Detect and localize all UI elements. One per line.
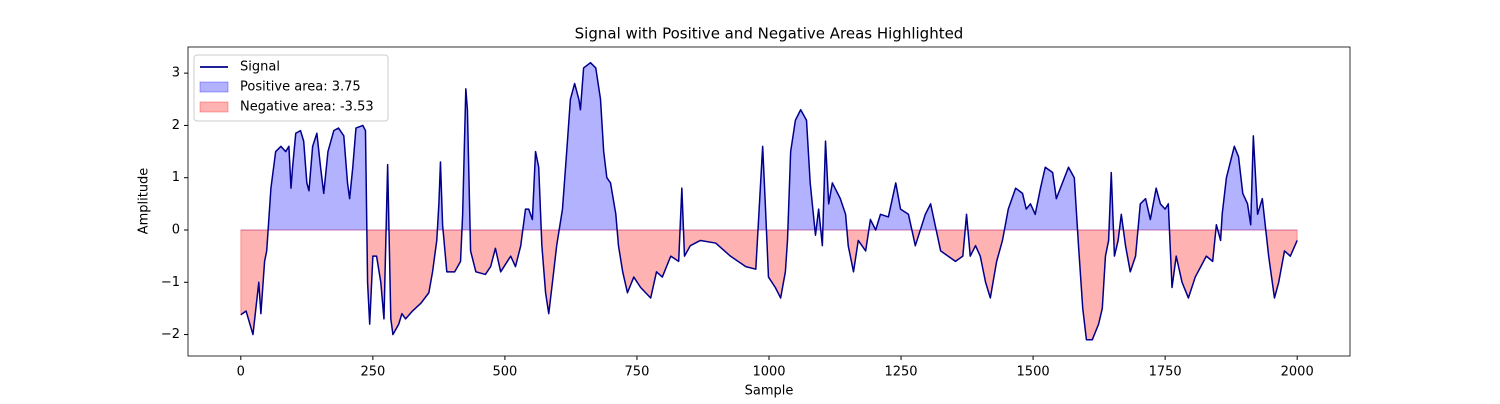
x-tick-label: 1000 [752,365,785,380]
legend-swatch [199,101,229,113]
y-tick-label: 1 [172,170,180,185]
x-tick-label: 1750 [1149,365,1182,380]
y-tick-label: 3 [172,66,180,81]
x-tick-label: 1250 [884,365,917,380]
legend-swatch [199,81,229,93]
x-tick-label: 2000 [1281,365,1314,380]
y-tick-label: −2 [161,327,180,342]
x-tick-label: 500 [492,365,517,380]
x-tick-label: 750 [625,365,650,380]
legend-label: Positive area: 3.75 [240,80,361,95]
y-tick-label: −1 [161,275,180,290]
x-tick-label: 250 [360,365,385,380]
legend-label: Negative area: -3.53 [240,100,374,115]
legend-box [193,54,389,122]
legend-label: Signal [240,60,280,75]
y-tick-label: 0 [172,222,180,237]
x-tick-label: 0 [237,365,245,380]
y-tick-label: 2 [172,118,180,133]
signal-line [240,61,1298,341]
x-tick-label: 1500 [1017,365,1050,380]
y-axis-label: Amplitude [137,168,152,235]
x-axis-label: Sample [745,384,794,399]
chart-title: Signal with Positive and Negative Areas … [575,25,964,43]
